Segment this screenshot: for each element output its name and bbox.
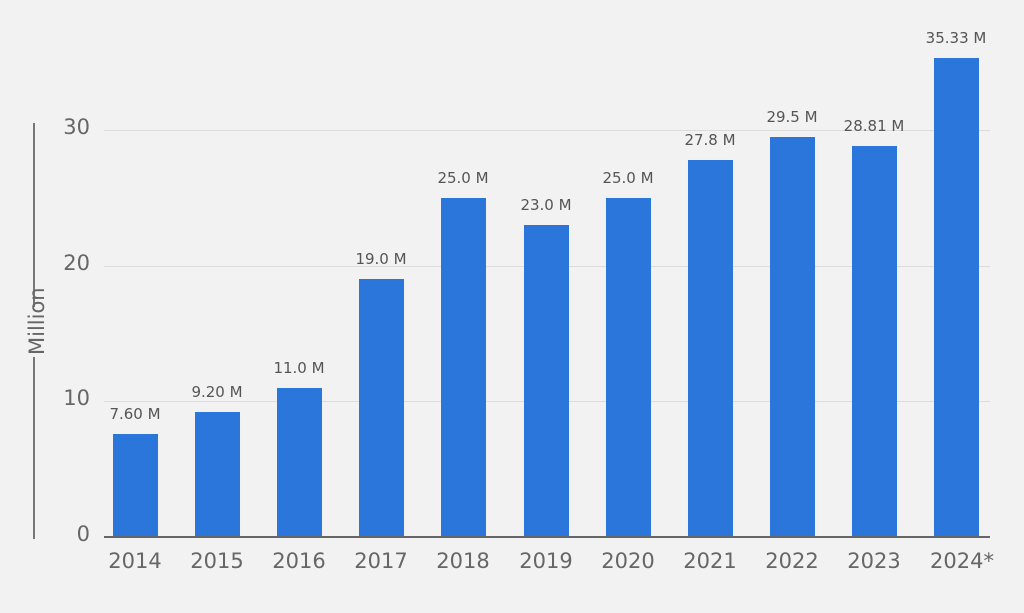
bar-2016: [277, 388, 322, 537]
x-tick-label: 2019: [519, 549, 573, 573]
x-tick-label: 2022: [765, 549, 819, 573]
x-tick-label: 2016: [272, 549, 326, 573]
data-label: 35.33 M: [925, 29, 987, 47]
data-label: 25.0 M: [437, 169, 489, 187]
x-tick-label: 2015: [190, 549, 244, 573]
x-tick-label: 2023: [847, 549, 901, 573]
y-tick-label: 30: [63, 115, 90, 139]
data-label: 28.81 M: [843, 117, 905, 135]
y-tick-label: 0: [76, 522, 90, 546]
data-label: 23.0 M: [520, 196, 572, 214]
x-tick-label: 2020: [601, 549, 655, 573]
data-label: 19.0 M: [355, 250, 407, 268]
x-tick-label: 2014: [108, 549, 162, 573]
data-label: 27.8 M: [684, 131, 736, 149]
bar-2022: [770, 137, 815, 537]
data-label: 25.0 M: [602, 169, 654, 187]
data-label: 9.20 M: [191, 383, 243, 401]
data-label: 29.5 M: [766, 108, 818, 126]
y-tick-label: 10: [63, 386, 90, 410]
bar-2021: [688, 160, 733, 537]
x-tick-label: 2017: [354, 549, 408, 573]
y-tick-label: 20: [63, 251, 90, 275]
x-tick-label: 2024*: [930, 549, 994, 573]
x-tick-label: 2018: [436, 549, 490, 573]
data-label: 7.60 M: [109, 405, 161, 423]
bar-2019: [524, 225, 569, 537]
bar-2020: [606, 198, 651, 537]
bar-2017: [359, 279, 404, 537]
bar-2023: [852, 146, 897, 537]
bar-2024: [934, 58, 979, 537]
gridline: [104, 130, 990, 131]
data-label: 11.0 M: [273, 359, 325, 377]
x-axis-line: [104, 536, 990, 538]
bar-2018: [441, 198, 486, 537]
y-axis-label: Million: [25, 287, 49, 357]
bar-2015: [195, 412, 240, 537]
x-tick-label: 2021: [683, 549, 737, 573]
bar-2014: [113, 434, 158, 537]
